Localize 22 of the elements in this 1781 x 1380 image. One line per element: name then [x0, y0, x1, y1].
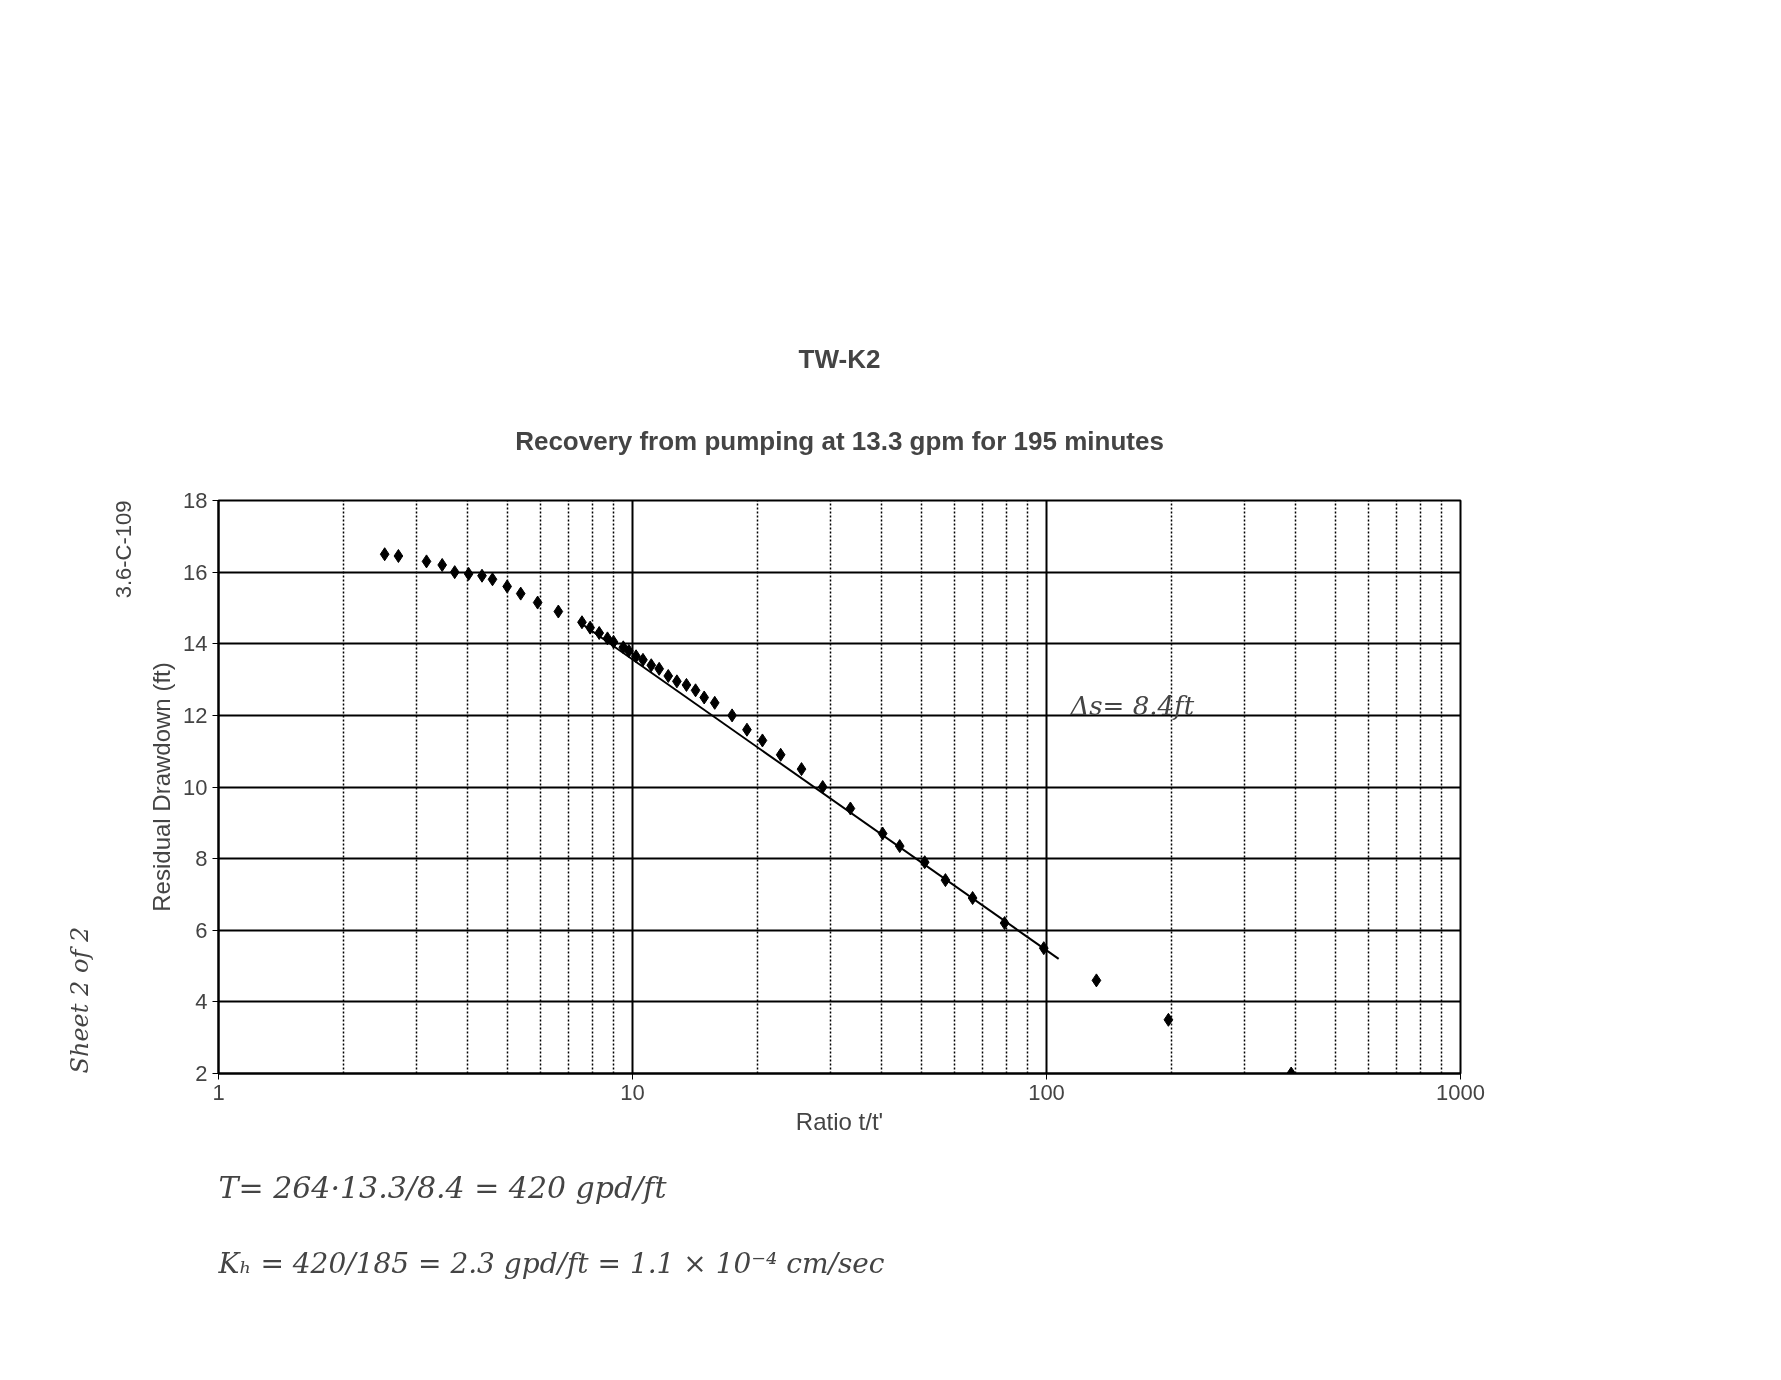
x-tick-label: 1000: [1436, 1079, 1485, 1105]
y-tick-label: 8: [195, 846, 208, 872]
y-tick-label: 16: [183, 559, 208, 585]
annotation: Δs= 8.4ft: [1069, 690, 1195, 721]
y-axis-title: Residual Drawdown (ft): [148, 662, 176, 912]
text: T= 264·13.3/8.4 = 420 gpd/ft: [218, 1169, 668, 1205]
y-tick-label: 2: [195, 1061, 208, 1086]
y-tick-label: 18: [183, 488, 208, 513]
x-tick-label: 100: [1028, 1079, 1065, 1105]
x-axis-title: Ratio t/t': [795, 1107, 884, 1135]
y-tick-label: 14: [183, 631, 208, 657]
text: Kₕ = 420/185 = 2.3 gpd/ft = 1.1 × 10⁻⁴ cm/sec: [217, 1246, 885, 1280]
y-tick-label: 6: [195, 917, 208, 943]
x-tick-label: 1: [212, 1079, 225, 1105]
chart-title: TW-K2: [798, 343, 881, 374]
chart-subtitle: Recovery from pumping at 13.3 gpm for 195 minutes: [515, 425, 1164, 456]
text: Sheet 2 of 2: [65, 926, 94, 1074]
y-tick-label: 4: [195, 989, 208, 1015]
y-tick-label: 10: [183, 774, 208, 800]
x-tick-label: 10: [620, 1079, 645, 1105]
y-tick-label: 12: [183, 702, 208, 728]
text: 3.6-C-109: [110, 500, 136, 599]
